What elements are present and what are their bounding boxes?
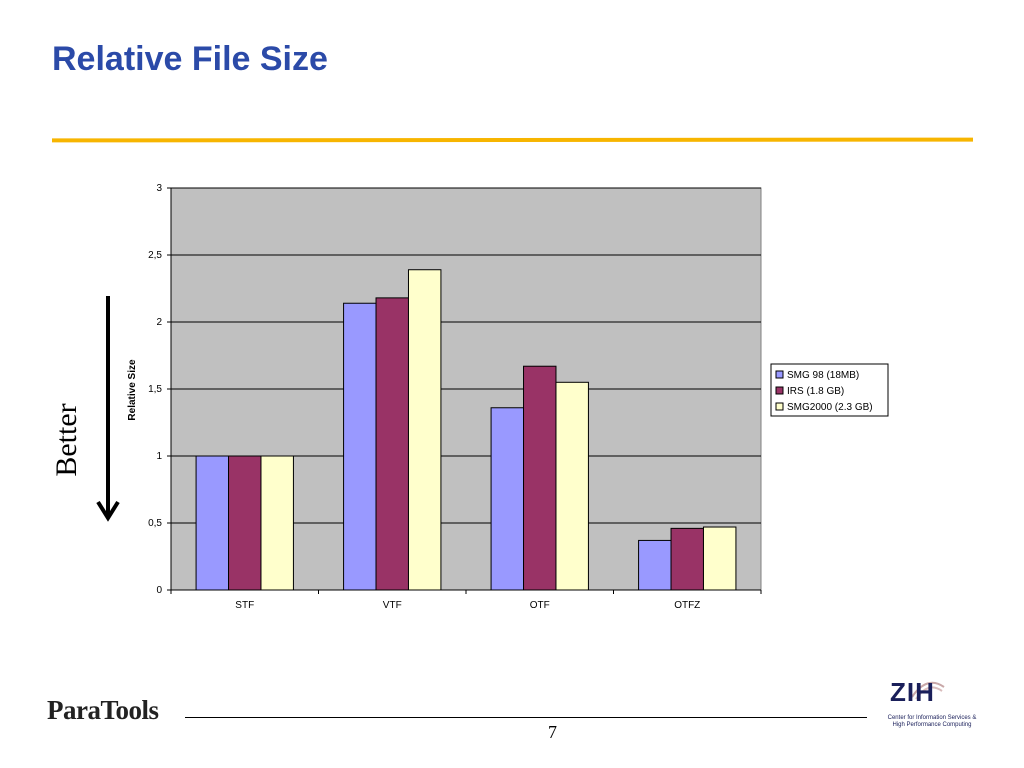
- zih-subtitle-line1: Center for Information Services &: [887, 715, 977, 721]
- y-tick-label: 1,5: [148, 384, 162, 395]
- bar: [228, 455, 262, 591]
- legend-entry: IRS (1.8 GB): [787, 386, 844, 397]
- y-tick-label: 2: [156, 317, 162, 328]
- bar: [638, 539, 672, 591]
- zih-wordmark: ZIH: [890, 677, 935, 707]
- y-tick-label: 0: [156, 585, 162, 596]
- legend: [770, 363, 889, 417]
- down-arrow-icon: [96, 296, 120, 522]
- y-tick-label: 3: [156, 183, 162, 194]
- x-tick-label: OTF: [530, 600, 550, 611]
- x-tick-label: OTFZ: [674, 600, 700, 611]
- bar: [702, 526, 737, 591]
- bar: [195, 455, 230, 591]
- slide-title: Relative File Size: [52, 40, 328, 78]
- y-tick-label: 0,5: [148, 518, 162, 529]
- footer-rule: [185, 717, 867, 718]
- zih-subtitle-line2: High Performance Computing: [892, 722, 972, 728]
- x-tick-label: STF: [235, 600, 254, 611]
- page-number: 7: [548, 722, 557, 742]
- zih-arc-icon: [911, 681, 945, 700]
- zih-logo: ZIH Center for Information Services & Hi…: [872, 675, 984, 735]
- legend-entry: SMG2000 (2.3 GB): [787, 402, 873, 413]
- y-tick-label: 1: [156, 451, 162, 462]
- legend-swatch: [775, 386, 784, 395]
- x-tick-label: VTF: [383, 600, 402, 611]
- legend-swatch: [775, 370, 784, 379]
- paratools-logo: ParaTools: [47, 695, 159, 725]
- y-tick-label: 2,5: [148, 250, 162, 261]
- y-axis-label: Relative Size: [127, 359, 138, 421]
- legend-swatch: [775, 402, 784, 411]
- bar: [343, 302, 377, 591]
- bar: [490, 407, 525, 591]
- bar: [407, 269, 442, 591]
- bar: [555, 381, 589, 591]
- bar: [260, 455, 294, 591]
- bar: [523, 365, 557, 591]
- legend-entry: SMG 98 (18MB): [787, 370, 859, 381]
- bar: [375, 297, 409, 591]
- bar: [670, 527, 704, 591]
